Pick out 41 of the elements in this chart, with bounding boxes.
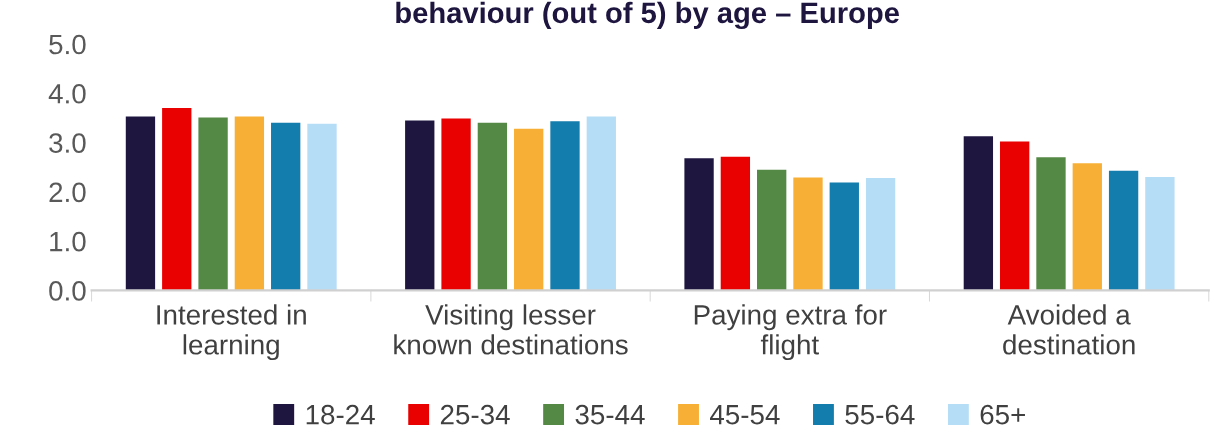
x-tick-label: Avoided a destination <box>1003 304 1135 355</box>
legend-label: 65+ <box>980 404 1025 425</box>
bar <box>963 136 994 291</box>
x-tick-label: Interested in learning <box>157 304 306 361</box>
bar <box>1108 170 1139 291</box>
bar <box>720 156 751 291</box>
bar <box>198 117 228 291</box>
bar <box>1000 141 1030 291</box>
bar <box>684 158 714 291</box>
x-tick-label: Visiting lesser known destinations <box>394 304 628 355</box>
bar <box>405 120 435 291</box>
bar <box>125 116 156 291</box>
bar <box>514 128 544 291</box>
bar <box>1145 177 1175 291</box>
bar <box>307 123 337 291</box>
legend-label: 35-44 <box>575 404 645 425</box>
bar <box>586 116 616 291</box>
bar <box>793 177 823 291</box>
legend-label: 25-34 <box>440 404 510 425</box>
legend-label: 18-24 <box>306 404 375 425</box>
y-tick-label: 1.0 <box>50 231 86 252</box>
bar <box>1036 157 1066 291</box>
bar <box>550 121 580 291</box>
legend-label: 45-54 <box>710 405 780 425</box>
bar <box>757 169 787 291</box>
bar <box>865 178 896 291</box>
y-tick-label: 0.0 <box>49 281 86 301</box>
bar <box>234 116 265 291</box>
bar <box>477 122 508 291</box>
y-tick-label: 2.0 <box>49 182 86 203</box>
x-tick-label: Paying extra for flight <box>694 304 887 361</box>
bar <box>1072 163 1102 291</box>
bar <box>162 108 192 291</box>
bar <box>271 122 301 291</box>
y-tick-label: 5.0 <box>49 34 86 55</box>
chart-title: behaviour (out of 5) by age – Europe <box>396 1 899 30</box>
legend-label: 55-64 <box>845 404 915 425</box>
y-tick-label: 3.0 <box>49 133 86 153</box>
y-tick-label: 4.0 <box>48 83 86 104</box>
bar <box>829 182 859 291</box>
bar <box>441 118 471 291</box>
